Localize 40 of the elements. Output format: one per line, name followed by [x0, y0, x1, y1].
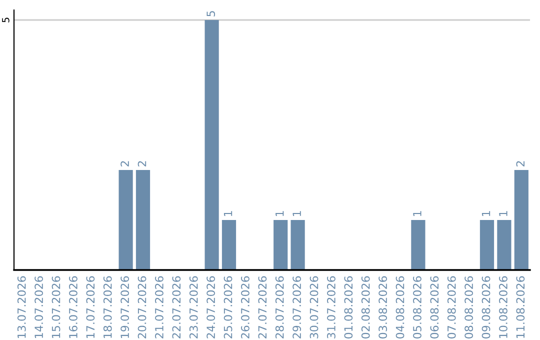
x-tick-label: 05.08.2026: [413, 276, 422, 338]
x-tick-label: 29.07.2026: [292, 276, 302, 338]
data-label: 1: [482, 211, 490, 216]
x-tick-label: 25.07.2026: [224, 276, 232, 338]
x-tick-label: 01.08.2026: [344, 276, 353, 338]
x-tick-label: 18.07.2026: [103, 276, 112, 338]
x-tick-label: 22.07.2026: [172, 276, 181, 338]
x-tick-label: 26.07.2026: [241, 276, 250, 338]
x-tick-label: 03.08.2026: [378, 276, 388, 338]
x-tick-label: 30.07.2026: [310, 276, 318, 338]
x-tick-label: 31.07.2026: [327, 276, 336, 338]
data-label: 5: [206, 11, 216, 16]
x-tick-label: 09.08.2026: [482, 276, 490, 338]
x-tick-label: 15.07.2026: [52, 276, 60, 338]
data-label: 2: [138, 161, 146, 166]
data-label: 1: [276, 211, 284, 216]
data-label: 2: [516, 161, 524, 166]
x-tick-label: 20.07.2026: [138, 276, 146, 338]
x-tick-label: 02.08.2026: [361, 276, 370, 338]
x-tick-label: 06.08.2026: [430, 276, 439, 338]
x-tick-label: 13.07.2026: [17, 276, 26, 338]
data-label: 1: [224, 211, 232, 216]
x-tick-label: 24.07.2026: [206, 276, 216, 338]
x-tick-label: 21.07.2026: [155, 276, 164, 338]
x-tick-label: 08.08.2026: [464, 276, 474, 338]
x-tick-label: 19.07.2026: [120, 276, 130, 338]
data-label: 1: [413, 211, 422, 216]
x-tick-label: 14.07.2026: [34, 276, 44, 338]
x-tick-label: 28.07.2026: [275, 276, 284, 338]
x-tick-label: 16.07.2026: [69, 276, 78, 338]
x-tick-label: 04.08.2026: [396, 276, 404, 338]
x-tick-label: 17.07.2026: [86, 276, 95, 338]
x-tick-label: 10.08.2026: [499, 276, 508, 338]
x-tick-label: 27.07.2026: [258, 276, 267, 338]
data-label: 1: [292, 211, 301, 216]
x-tick-label: 07.08.2026: [447, 276, 456, 338]
x-tick-label: 11.08.2026: [516, 276, 525, 338]
data-label: 2: [120, 161, 129, 166]
x-tick-label: 23.07.2026: [189, 276, 198, 338]
data-label: 1: [499, 211, 508, 216]
